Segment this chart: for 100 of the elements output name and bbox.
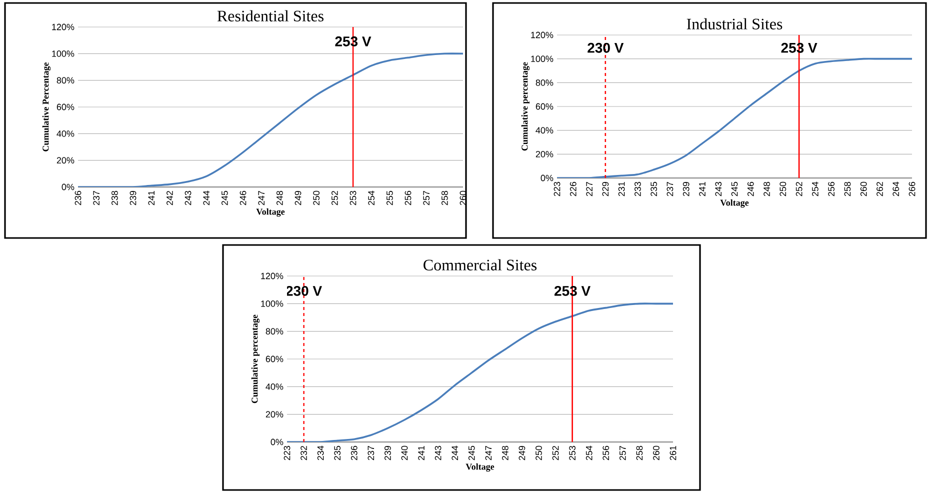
x-tick-label: 235 [650, 182, 658, 196]
x-tick-label: 237 [93, 190, 100, 206]
y-tick-label: 80% [266, 328, 284, 335]
x-tick-label: 239 [384, 446, 391, 460]
y-tick-label: 100% [52, 50, 74, 57]
x-tick-label: 245 [468, 446, 475, 460]
x-tick-label: 237 [368, 446, 374, 460]
x-tick-label: 250 [536, 446, 542, 460]
y-tick-label: 100% [531, 56, 554, 62]
x-tick-label: 258 [636, 446, 643, 460]
y-tick-label: 20% [536, 150, 554, 158]
x-tick-label: 256 [404, 190, 412, 206]
x-tick-label: 256 [828, 182, 835, 196]
y-tick-label: 80% [536, 79, 554, 86]
y-tick-label: 60% [56, 104, 74, 110]
x-tick-label: 248 [276, 190, 283, 206]
x-tick-label: 234 [317, 446, 324, 460]
x-tick-label: 252 [552, 446, 559, 460]
y-tick-label: 100% [261, 300, 284, 307]
x-tick-label: 260 [653, 446, 660, 460]
x-tick-label: 257 [423, 190, 430, 206]
x-tick-label: 241 [148, 190, 154, 206]
x-tick-label: 238 [111, 190, 118, 206]
x-tick-label: 240 [401, 446, 408, 460]
x-tick-label: 236 [350, 446, 358, 460]
y-tick-label: 0% [540, 174, 554, 182]
x-tick-label: 254 [812, 182, 818, 196]
x-axis-title: Voltage [720, 199, 749, 208]
x-tick-label: 261 [670, 446, 676, 460]
x-tick-label: 246 [240, 190, 246, 206]
x-tick-label: 258 [844, 182, 851, 196]
x-tick-label: 235 [334, 446, 341, 460]
x-tick-label: 253 [350, 190, 356, 206]
x-tick-label: 247 [258, 190, 264, 206]
ref-line-label: 230 V [286, 286, 322, 296]
x-tick-label: 232 [300, 446, 307, 460]
ref-line-label: 230 V [588, 42, 624, 53]
x-tick-label: 256 [602, 446, 610, 460]
x-tick-label: 243 [715, 182, 722, 196]
x-tick-label: 260 [860, 182, 867, 196]
x-tick-label: 239 [130, 190, 136, 206]
x-tick-label: 242 [166, 190, 173, 206]
x-tick-label: 241 [699, 182, 706, 196]
x-tick-label: 262 [876, 182, 883, 196]
x-tick-label: 233 [634, 182, 641, 196]
y-tick-label: 0% [270, 438, 284, 446]
x-tick-label: 229 [602, 182, 609, 196]
x-tick-label: 243 [434, 446, 442, 460]
x-tick-label: 252 [331, 190, 338, 206]
chart-title: Industrial Sites [686, 18, 782, 30]
y-tick-label: 120% [531, 32, 554, 38]
x-tick-label: 264 [892, 182, 900, 196]
chart-title: Residential Sites [217, 10, 324, 22]
x-tick-label: 250 [780, 182, 786, 196]
x-tick-label: 245 [731, 182, 738, 196]
x-tick-label: 254 [368, 190, 375, 206]
x-tick-label: 244 [203, 190, 210, 206]
line-series [557, 58, 912, 178]
y-axis-title: Cumulative percentage [251, 314, 260, 404]
x-tick-label: 258 [441, 190, 448, 206]
y-tick-label: 40% [536, 127, 554, 134]
x-tick-label: 266 [908, 182, 916, 196]
x-axis-title: Voltage [466, 463, 494, 472]
y-tick-label: 120% [261, 272, 284, 280]
x-tick-label: 257 [619, 446, 626, 460]
x-tick-label: 226 [570, 182, 576, 196]
x-tick-label: 252 [796, 182, 802, 196]
x-tick-label: 247 [485, 446, 492, 460]
x-tick-label: 223 [554, 182, 560, 196]
chart-title: Commercial Sites [424, 259, 537, 270]
y-tick-label: 20% [56, 157, 74, 164]
line-series [287, 302, 674, 442]
x-tick-label: 227 [586, 182, 592, 196]
x-tick-label: 236 [74, 190, 82, 206]
y-tick-label: 20% [266, 411, 284, 418]
x-tick-label: 244 [452, 446, 458, 460]
x-tick-label: 250 [313, 190, 320, 206]
x-tick-label: 239 [682, 182, 690, 196]
x-tick-label: 248 [502, 446, 508, 460]
y-tick-label: 60% [266, 356, 284, 362]
x-tick-label: 223 [284, 446, 290, 460]
x-tick-label: 249 [518, 446, 526, 460]
x-tick-label: 237 [666, 182, 674, 196]
x-tick-label: 254 [586, 446, 592, 460]
x-tick-label: 243 [184, 190, 192, 206]
x-tick-label: 253 [569, 446, 576, 460]
y-tick-label: 80% [56, 77, 74, 84]
y-axis-title: Cumulative percentage [521, 62, 530, 151]
y-axis-title: Cumulative Percentage [42, 62, 51, 152]
y-tick-label: 40% [56, 130, 74, 137]
y-tick-label: 40% [266, 383, 284, 390]
x-axis-title: Voltage [256, 208, 285, 217]
x-tick-label: 246 [747, 182, 754, 196]
y-tick-label: 60% [536, 103, 554, 110]
x-tick-label: 255 [386, 190, 393, 206]
y-tick-label: 120% [52, 24, 74, 30]
x-tick-label: 245 [221, 190, 228, 206]
y-tick-label: 0% [62, 184, 74, 190]
x-tick-label: 248 [764, 182, 770, 196]
x-tick-label: 241 [418, 446, 424, 460]
